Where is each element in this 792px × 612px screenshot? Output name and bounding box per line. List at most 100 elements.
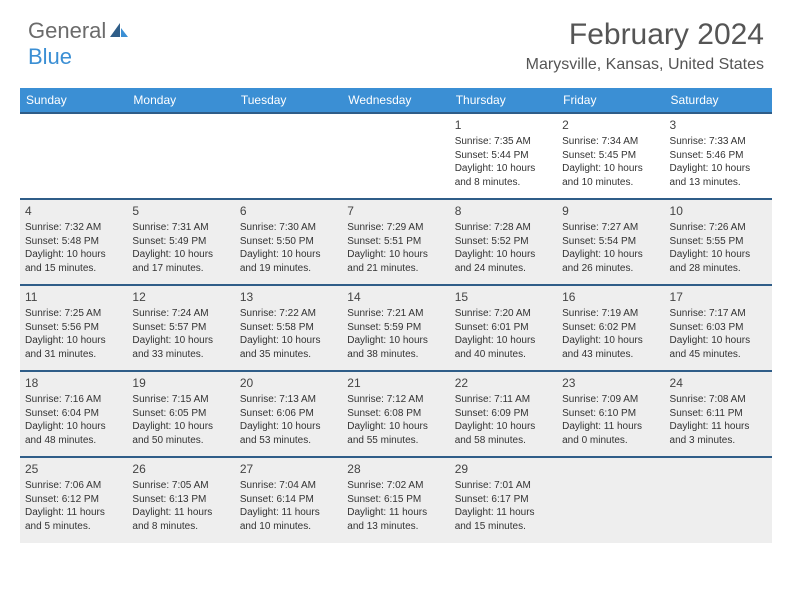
sunset-text: Sunset: 5:56 PM (25, 321, 122, 335)
daylight-text: Daylight: 11 hours and 0 minutes. (562, 420, 659, 447)
sunrise-text: Sunrise: 7:22 AM (240, 307, 337, 321)
calendar-day-cell: 14Sunrise: 7:21 AMSunset: 5:59 PMDayligh… (342, 285, 449, 371)
day-number: 5 (132, 203, 229, 219)
daylight-text: Daylight: 10 hours and 45 minutes. (670, 334, 767, 361)
sunrise-text: Sunrise: 7:08 AM (670, 393, 767, 407)
sunset-text: Sunset: 6:04 PM (25, 407, 122, 421)
calendar-day-cell: 7Sunrise: 7:29 AMSunset: 5:51 PMDaylight… (342, 199, 449, 285)
sunset-text: Sunset: 5:44 PM (455, 149, 552, 163)
calendar-empty-cell (20, 113, 127, 199)
calendar-day-cell: 13Sunrise: 7:22 AMSunset: 5:58 PMDayligh… (235, 285, 342, 371)
calendar-day-cell: 16Sunrise: 7:19 AMSunset: 6:02 PMDayligh… (557, 285, 664, 371)
calendar-day-cell: 22Sunrise: 7:11 AMSunset: 6:09 PMDayligh… (450, 371, 557, 457)
day-number: 7 (347, 203, 444, 219)
day-number: 6 (240, 203, 337, 219)
day-number: 23 (562, 375, 659, 391)
calendar-week-row: 11Sunrise: 7:25 AMSunset: 5:56 PMDayligh… (20, 285, 772, 371)
calendar-day-cell: 23Sunrise: 7:09 AMSunset: 6:10 PMDayligh… (557, 371, 664, 457)
calendar-day-cell: 4Sunrise: 7:32 AMSunset: 5:48 PMDaylight… (20, 199, 127, 285)
daylight-text: Daylight: 11 hours and 8 minutes. (132, 506, 229, 533)
calendar-day-cell: 12Sunrise: 7:24 AMSunset: 5:57 PMDayligh… (127, 285, 234, 371)
calendar-week-row: 25Sunrise: 7:06 AMSunset: 6:12 PMDayligh… (20, 457, 772, 543)
sunset-text: Sunset: 6:02 PM (562, 321, 659, 335)
daylight-text: Daylight: 10 hours and 17 minutes. (132, 248, 229, 275)
calendar-week-row: 18Sunrise: 7:16 AMSunset: 6:04 PMDayligh… (20, 371, 772, 457)
calendar-empty-cell (665, 457, 772, 543)
daylight-text: Daylight: 10 hours and 19 minutes. (240, 248, 337, 275)
calendar-table: SundayMondayTuesdayWednesdayThursdayFrid… (20, 88, 772, 543)
calendar-day-cell: 24Sunrise: 7:08 AMSunset: 6:11 PMDayligh… (665, 371, 772, 457)
sunset-text: Sunset: 5:52 PM (455, 235, 552, 249)
daylight-text: Daylight: 10 hours and 40 minutes. (455, 334, 552, 361)
calendar-day-cell: 11Sunrise: 7:25 AMSunset: 5:56 PMDayligh… (20, 285, 127, 371)
calendar-day-cell: 21 Sunrise: 7:12 AMSunset: 6:08 PMDayligh… (342, 371, 449, 457)
sunset-text: Sunset: 6:06 PM (240, 407, 337, 421)
sunrise-text: Sunrise: 7:20 AM (455, 307, 552, 321)
daylight-text: Daylight: 10 hours and 38 minutes. (347, 334, 444, 361)
sunrise-text: Sunrise: 7:26 AM (670, 221, 767, 235)
daylight-text: Daylight: 10 hours and 48 minutes. (25, 420, 122, 447)
sunset-text: Sunset: 6:03 PM (670, 321, 767, 335)
logo-sail-icon (109, 22, 129, 38)
sunset-text: Sunset: 6:14 PM (240, 493, 337, 507)
day-number: 19 (132, 375, 229, 391)
daylight-text: Daylight: 10 hours and 55 minutes. (347, 420, 444, 447)
sunset-text: Sunset: 5:49 PM (132, 235, 229, 249)
sunrise-text: Sunrise: 7:11 AM (455, 393, 552, 407)
weekday-header: Tuesday (235, 88, 342, 113)
day-number: 8 (455, 203, 552, 219)
daylight-text: Daylight: 11 hours and 15 minutes. (455, 506, 552, 533)
sunrise-text: Sunrise: 7:33 AM (670, 135, 767, 149)
sunrise-text: Sunrise: 7:21 AM (347, 307, 444, 321)
title-block: February 2024 Marysville, Kansas, United… (526, 18, 764, 74)
sunset-text: Sunset: 6:12 PM (25, 493, 122, 507)
logo-text: General Blue (28, 18, 129, 70)
daylight-text: Daylight: 10 hours and 58 minutes. (455, 420, 552, 447)
sunrise-text: Sunrise: 7:01 AM (455, 479, 552, 493)
calendar-day-cell: 9Sunrise: 7:27 AMSunset: 5:54 PMDaylight… (557, 199, 664, 285)
sunrise-text: Sunrise: 7:05 AM (132, 479, 229, 493)
day-number: 13 (240, 289, 337, 305)
calendar-body: 1Sunrise: 7:35 AMSunset: 5:44 PMDaylight… (20, 113, 772, 543)
sunset-text: Sunset: 6:01 PM (455, 321, 552, 335)
day-number: 29 (455, 461, 552, 477)
day-number: 17 (670, 289, 767, 305)
sunset-text: Sunset: 6:15 PM (347, 493, 444, 507)
sunrise-text: Sunrise: 7:27 AM (562, 221, 659, 235)
sunset-text: Sunset: 6:13 PM (132, 493, 229, 507)
daylight-text: Daylight: 11 hours and 13 minutes. (347, 506, 444, 533)
weekday-header: Wednesday (342, 88, 449, 113)
calendar-day-cell: 8Sunrise: 7:28 AMSunset: 5:52 PMDaylight… (450, 199, 557, 285)
calendar-empty-cell (342, 113, 449, 199)
sunrise-text: Sunrise: 7:12 AM (347, 393, 444, 407)
logo-part2: Blue (28, 44, 72, 69)
sunset-text: Sunset: 6:05 PM (132, 407, 229, 421)
daylight-text: Daylight: 11 hours and 5 minutes. (25, 506, 122, 533)
calendar-day-cell: 20Sunrise: 7:13 AMSunset: 6:06 PMDayligh… (235, 371, 342, 457)
daylight-text: Daylight: 11 hours and 10 minutes. (240, 506, 337, 533)
sunset-text: Sunset: 5:55 PM (670, 235, 767, 249)
sunrise-text: Sunrise: 7:02 AM (347, 479, 444, 493)
day-number: 18 (25, 375, 122, 391)
sunrise-text: Sunrise: 7:30 AM (240, 221, 337, 235)
sunset-text: Sunset: 5:46 PM (670, 149, 767, 163)
sunset-text: Sunset: 6:08 PM (347, 407, 444, 421)
sunrise-text: Sunrise: 7:34 AM (562, 135, 659, 149)
calendar-day-cell: 17Sunrise: 7:17 AMSunset: 6:03 PMDayligh… (665, 285, 772, 371)
day-number: 12 (132, 289, 229, 305)
sunset-text: Sunset: 6:11 PM (670, 407, 767, 421)
weekday-header: Monday (127, 88, 234, 113)
daylight-text: Daylight: 10 hours and 24 minutes. (455, 248, 552, 275)
daylight-text: Daylight: 11 hours and 3 minutes. (670, 420, 767, 447)
calendar-day-cell: 26Sunrise: 7:05 AMSunset: 6:13 PMDayligh… (127, 457, 234, 543)
sunset-text: Sunset: 6:09 PM (455, 407, 552, 421)
daylight-text: Daylight: 10 hours and 31 minutes. (25, 334, 122, 361)
logo-part1: General (28, 18, 106, 43)
daylight-text: Daylight: 10 hours and 21 minutes. (347, 248, 444, 275)
calendar-day-cell: 6Sunrise: 7:30 AMSunset: 5:50 PMDaylight… (235, 199, 342, 285)
day-number: 21 (347, 375, 444, 391)
sunset-text: Sunset: 5:45 PM (562, 149, 659, 163)
daylight-text: Daylight: 10 hours and 28 minutes. (670, 248, 767, 275)
calendar-week-row: 4Sunrise: 7:32 AMSunset: 5:48 PMDaylight… (20, 199, 772, 285)
calendar-empty-cell (235, 113, 342, 199)
